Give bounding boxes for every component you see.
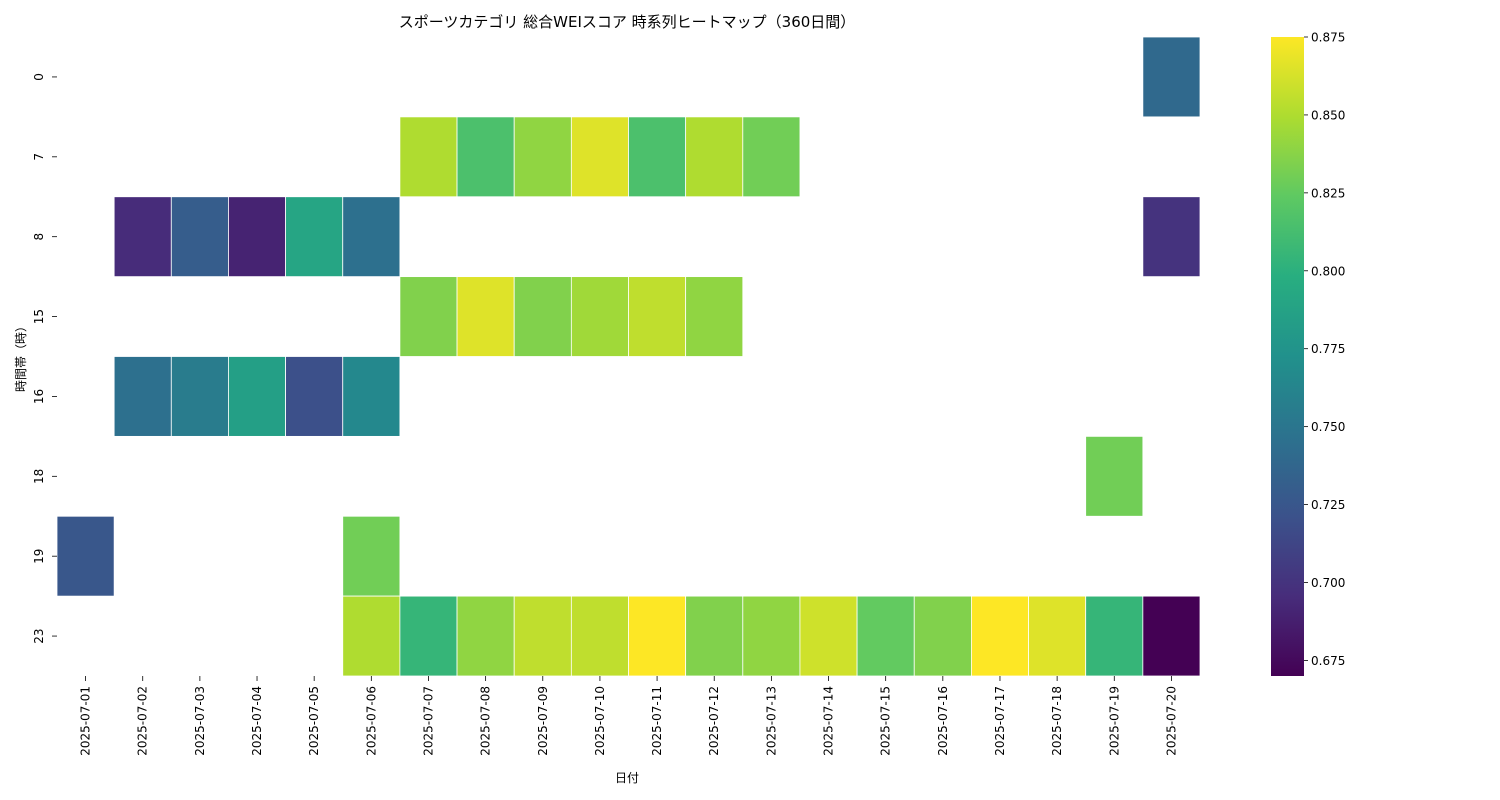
- heatmap-cell: [799, 595, 858, 677]
- heatmap-cell: [228, 356, 286, 437]
- x-tick-label: 2025-07-04: [250, 686, 264, 756]
- y-tick-label: 23: [32, 628, 46, 643]
- x-tick-label: 2025-07-05: [307, 686, 321, 756]
- heatmap-cell: [399, 595, 458, 677]
- x-tick-label: 2025-07-19: [1107, 686, 1121, 756]
- x-axis-ticks: 2025-07-01 2025-07-02 2025-07-03 2025-07-04…: [79, 676, 1178, 756]
- heatmap-cell: [1142, 595, 1201, 677]
- heatmap-cell: [628, 116, 687, 198]
- x-tick-label: 2025-07-18: [1050, 686, 1064, 756]
- heatmap-cell: [170, 196, 229, 278]
- heatmap-cell: [513, 595, 572, 677]
- x-tick-label: 2025-07-06: [364, 686, 378, 756]
- heatmap-cell: [56, 515, 115, 597]
- heatmap-cell: [342, 356, 401, 437]
- x-tick-label: 2025-07-09: [536, 686, 550, 756]
- x-tick-label: 2025-07-01: [79, 686, 93, 756]
- x-tick-label: 2025-07-12: [707, 686, 721, 756]
- x-tick-label: 2025-07-02: [136, 686, 150, 756]
- heatmap-cell: [342, 515, 401, 597]
- colorbar-tick-label: 0.800: [1311, 264, 1345, 278]
- heatmap-cell: [1142, 36, 1201, 118]
- heatmap-cell: [399, 276, 458, 357]
- colorbar-ticks: 0.675 0.700 0.725 0.750 0.775 0.800 0.825 0.850…: [1304, 31, 1345, 668]
- x-tick-label: 2025-07-17: [993, 686, 1007, 756]
- y-tick-label: 8: [32, 233, 46, 241]
- y-tick-label: 16: [32, 389, 46, 404]
- heatmap-cell: [570, 276, 629, 357]
- heatmap-cell: [570, 116, 629, 198]
- heatmap-cell: [513, 116, 572, 198]
- heatmap-cell: [285, 356, 344, 437]
- x-tick-label: 2025-07-13: [764, 686, 778, 756]
- heatmap-cell: [742, 116, 801, 198]
- x-tick-label: 2025-07-15: [879, 686, 893, 756]
- heatmap-cell: [456, 276, 515, 357]
- heatmap-cell: [342, 196, 401, 278]
- heatmap-cell: [971, 595, 1029, 677]
- heatmap-cell: [628, 276, 687, 357]
- x-tick-label: 2025-07-10: [593, 686, 607, 756]
- heatmap-cell: [628, 595, 687, 677]
- heatmap-cell: [228, 196, 286, 278]
- y-tick-label: 15: [32, 309, 46, 324]
- heatmap-cell: [456, 595, 515, 677]
- heatmap-cell: [113, 196, 172, 278]
- colorbar: [1271, 37, 1304, 676]
- y-tick-label: 19: [32, 549, 46, 564]
- colorbar-tick-label: 0.750: [1311, 420, 1345, 434]
- heatmap-cell: [285, 196, 344, 278]
- x-tick-label: 2025-07-07: [421, 686, 435, 756]
- x-axis-label: 日付: [615, 771, 639, 785]
- y-tick-label: 18: [32, 469, 46, 484]
- heatmap-cell: [856, 595, 915, 677]
- chart-title: スポーツカテゴリ 総合WEIスコア 時系列ヒートマップ（360日間）: [399, 13, 856, 31]
- colorbar-tick-label: 0.725: [1311, 498, 1345, 512]
- heatmap-cell: [685, 276, 744, 357]
- heatmap-cell: [342, 595, 401, 677]
- x-tick-label: 2025-07-16: [936, 686, 950, 756]
- colorbar-tick-label: 0.675: [1311, 654, 1345, 668]
- y-axis-ticks: 0 7 8 15 16 18 19 23: [32, 73, 57, 644]
- x-tick-label: 2025-07-14: [822, 686, 836, 756]
- heatmap-cell: [685, 116, 744, 198]
- colorbar-tick-label: 0.825: [1311, 186, 1345, 200]
- y-tick-label: 0: [32, 73, 46, 81]
- heatmap-cell: [113, 356, 172, 437]
- heatmap-cell: [1085, 595, 1144, 677]
- x-tick-label: 2025-07-08: [479, 686, 493, 756]
- heatmap-cell: [742, 595, 801, 677]
- heatmap-cell: [399, 116, 458, 198]
- colorbar-tick-label: 0.775: [1311, 342, 1345, 356]
- heatmap-cell: [1028, 595, 1087, 677]
- heatmap-cell: [456, 116, 515, 198]
- x-tick-label: 2025-07-03: [193, 686, 207, 756]
- heatmap-cell: [1142, 196, 1201, 278]
- heatmap-cell: [913, 595, 972, 677]
- heatmap-cell: [570, 595, 629, 677]
- heatmap-cell: [513, 276, 572, 357]
- y-axis-label: 時間帯（時）: [14, 320, 28, 392]
- x-tick-label: 2025-07-20: [1164, 686, 1178, 756]
- colorbar-tick-label: 0.850: [1311, 108, 1345, 122]
- colorbar-tick-label: 0.875: [1311, 31, 1345, 45]
- heatmap-cell: [170, 356, 229, 437]
- colorbar-tick-label: 0.700: [1311, 576, 1345, 590]
- heatmap-cell: [1085, 435, 1144, 517]
- heatmap-cells: [56, 36, 1201, 677]
- x-tick-label: 2025-07-11: [650, 686, 664, 756]
- y-tick-label: 7: [32, 153, 46, 161]
- heatmap-cell: [685, 595, 744, 677]
